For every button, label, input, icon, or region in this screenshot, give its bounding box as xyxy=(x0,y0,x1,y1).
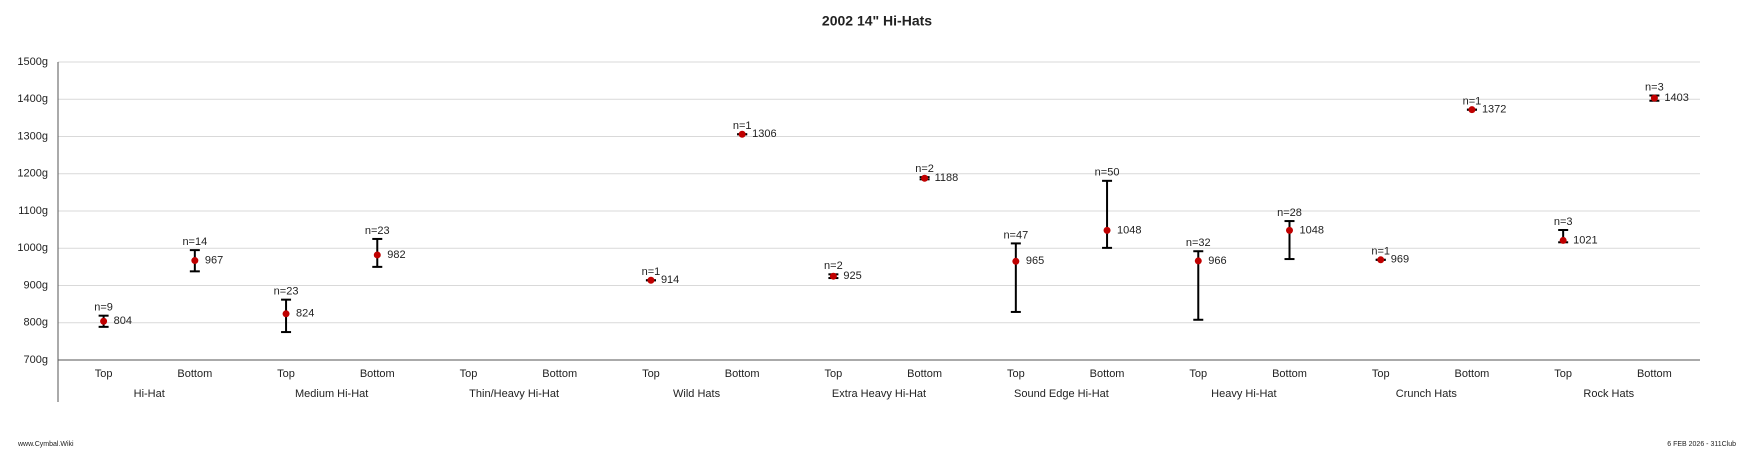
x-tick-label: Top xyxy=(1554,368,1572,380)
y-tick-label: 900g xyxy=(24,279,48,291)
value-label: 1372 xyxy=(1482,104,1506,116)
point xyxy=(921,174,929,182)
n-label: n=2 xyxy=(824,260,843,272)
y-tick-label: 1400g xyxy=(17,93,48,105)
x-tick-label: Top xyxy=(460,368,478,380)
y-tick-label: 700g xyxy=(24,354,48,366)
n-label: n=2 xyxy=(915,163,934,175)
x-tick-label: Bottom xyxy=(1272,368,1307,380)
point xyxy=(1286,226,1293,234)
n-label: n=1 xyxy=(733,120,752,132)
n-label: n=28 xyxy=(1277,207,1302,219)
n-label: n=47 xyxy=(1003,229,1028,241)
footer-left: www.Cymbal.Wiki xyxy=(17,441,74,448)
footer-right: 6 FEB 2026 - 311Club xyxy=(1667,441,1736,448)
value-label: 1403 xyxy=(1664,92,1688,104)
x-tick-label: Bottom xyxy=(177,368,212,380)
x-tick-label: Bottom xyxy=(1455,368,1490,380)
point xyxy=(191,257,199,265)
point xyxy=(1194,257,1202,265)
group-label: Sound Edge Hi-Hat xyxy=(1014,388,1109,400)
point xyxy=(282,310,290,318)
y-tick-label: 800g xyxy=(24,317,48,329)
value-label: 982 xyxy=(387,249,405,261)
n-label: n=50 xyxy=(1095,167,1120,179)
n-label: n=9 xyxy=(94,302,113,314)
value-label: 1188 xyxy=(935,172,959,184)
x-tick-label: Top xyxy=(825,368,843,380)
n-label: n=14 xyxy=(182,236,207,248)
y-tick-label: 1300g xyxy=(17,130,48,142)
group-label: Medium Hi-Hat xyxy=(295,388,368,400)
x-tick-label: Bottom xyxy=(1090,368,1125,380)
error-bar xyxy=(1284,220,1295,261)
value-label: 925 xyxy=(843,270,861,282)
n-label: n=1 xyxy=(1463,96,1482,108)
n-label: n=1 xyxy=(1371,246,1390,258)
point xyxy=(1468,106,1476,114)
point xyxy=(647,276,655,284)
n-label: n=1 xyxy=(642,266,661,278)
value-label: 914 xyxy=(661,274,679,286)
point xyxy=(1559,236,1567,244)
group-label: Thin/Heavy Hi-Hat xyxy=(469,388,559,400)
group-label: Crunch Hats xyxy=(1396,388,1458,400)
chart-title: 2002 14" Hi-Hats xyxy=(822,13,932,29)
value-label: 969 xyxy=(1391,254,1409,266)
x-tick-label: Bottom xyxy=(725,368,760,380)
n-label: n=32 xyxy=(1186,237,1211,249)
value-label: 966 xyxy=(1208,255,1226,267)
group-label: Extra Heavy Hi-Hat xyxy=(832,388,926,400)
point xyxy=(373,251,381,259)
n-label: n=3 xyxy=(1554,216,1573,228)
x-tick-label: Top xyxy=(95,368,113,380)
point xyxy=(1377,256,1385,264)
point xyxy=(1103,226,1111,234)
x-tick-label: Top xyxy=(1372,368,1390,380)
group-label: Hi-Hat xyxy=(134,388,165,400)
group-label: Wild Hats xyxy=(673,388,721,400)
n-label: n=23 xyxy=(365,225,390,237)
n-label: n=3 xyxy=(1645,81,1664,93)
x-tick-label: Bottom xyxy=(907,368,942,380)
value-label: 967 xyxy=(205,254,223,266)
x-tick-label: Bottom xyxy=(360,368,395,380)
x-tick-label: Top xyxy=(1189,368,1207,380)
error-bar xyxy=(1102,179,1113,249)
x-tick-label: Top xyxy=(642,368,660,380)
y-tick-label: 1000g xyxy=(17,242,48,254)
x-tick-label: Bottom xyxy=(1637,368,1672,380)
value-label: 824 xyxy=(296,308,314,320)
value-label: 1048 xyxy=(1300,224,1324,236)
y-tick-label: 1500g xyxy=(17,56,48,68)
n-label: n=23 xyxy=(274,286,299,298)
point xyxy=(100,317,108,325)
x-tick-label: Top xyxy=(277,368,295,380)
group-label: Heavy Hi-Hat xyxy=(1211,388,1276,400)
value-label: 1048 xyxy=(1117,224,1141,236)
point xyxy=(738,130,746,138)
y-tick-label: 1100g xyxy=(18,205,48,217)
y-tick-label: 1200g xyxy=(17,168,48,180)
value-label: 965 xyxy=(1026,255,1044,267)
point xyxy=(1650,94,1658,102)
point xyxy=(829,272,837,280)
group-label: Rock Hats xyxy=(1583,388,1634,400)
value-label: 804 xyxy=(114,315,132,327)
point xyxy=(1012,257,1020,265)
error-bar xyxy=(1010,242,1021,313)
x-tick-label: Bottom xyxy=(542,368,577,380)
value-label: 1306 xyxy=(752,128,776,140)
value-label: 1021 xyxy=(1573,234,1597,246)
x-tick-label: Top xyxy=(1007,368,1025,380)
